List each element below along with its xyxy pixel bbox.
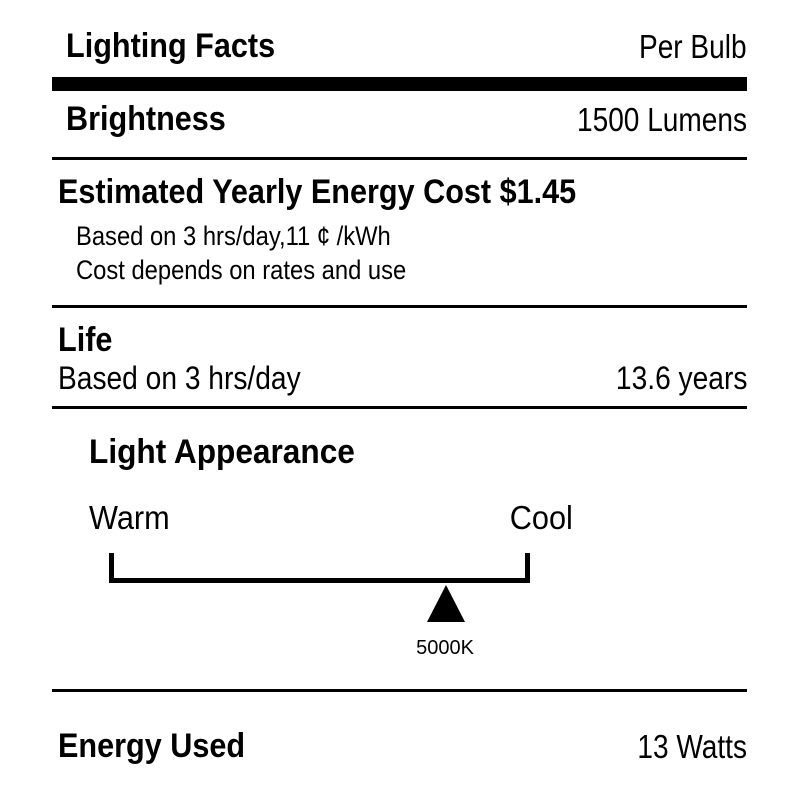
temperature-marker-triangle-icon bbox=[427, 585, 465, 622]
energy-cost-note-depends: Cost depends on rates and use bbox=[76, 255, 407, 285]
divider bbox=[52, 157, 747, 160]
scale-baseline bbox=[109, 578, 530, 583]
temperature-marker-value: 5000K bbox=[416, 637, 474, 659]
divider bbox=[52, 689, 747, 692]
per-bulb-label: Per Bulb bbox=[639, 28, 747, 65]
scale-cool-label: Cool bbox=[509, 499, 573, 536]
energy-used-label: Energy Used bbox=[58, 727, 246, 765]
divider bbox=[52, 406, 747, 409]
divider bbox=[52, 305, 747, 308]
scale-warm-label: Warm bbox=[89, 499, 170, 536]
brightness-value: 1500 Lumens bbox=[577, 101, 747, 138]
life-value: 13.6 years bbox=[615, 360, 747, 396]
energy-cost-label: Estimated Yearly Energy Cost $1.45 bbox=[58, 173, 577, 211]
scale-right-tick bbox=[525, 553, 530, 583]
life-label: Life bbox=[58, 321, 113, 359]
brightness-label: Brightness bbox=[66, 100, 226, 138]
energy-cost-note-rate: Based on 3 hrs/day,11 ¢ /kWh bbox=[76, 221, 391, 251]
color-temperature-scale bbox=[109, 553, 530, 583]
label-title: Lighting Facts bbox=[66, 27, 276, 65]
scale-left-tick bbox=[109, 553, 114, 583]
light-appearance-label: Light Appearance bbox=[89, 433, 355, 471]
life-basis: Based on 3 hrs/day bbox=[58, 360, 301, 396]
thick-divider bbox=[52, 77, 747, 91]
energy-used-value: 13 Watts bbox=[637, 728, 747, 765]
